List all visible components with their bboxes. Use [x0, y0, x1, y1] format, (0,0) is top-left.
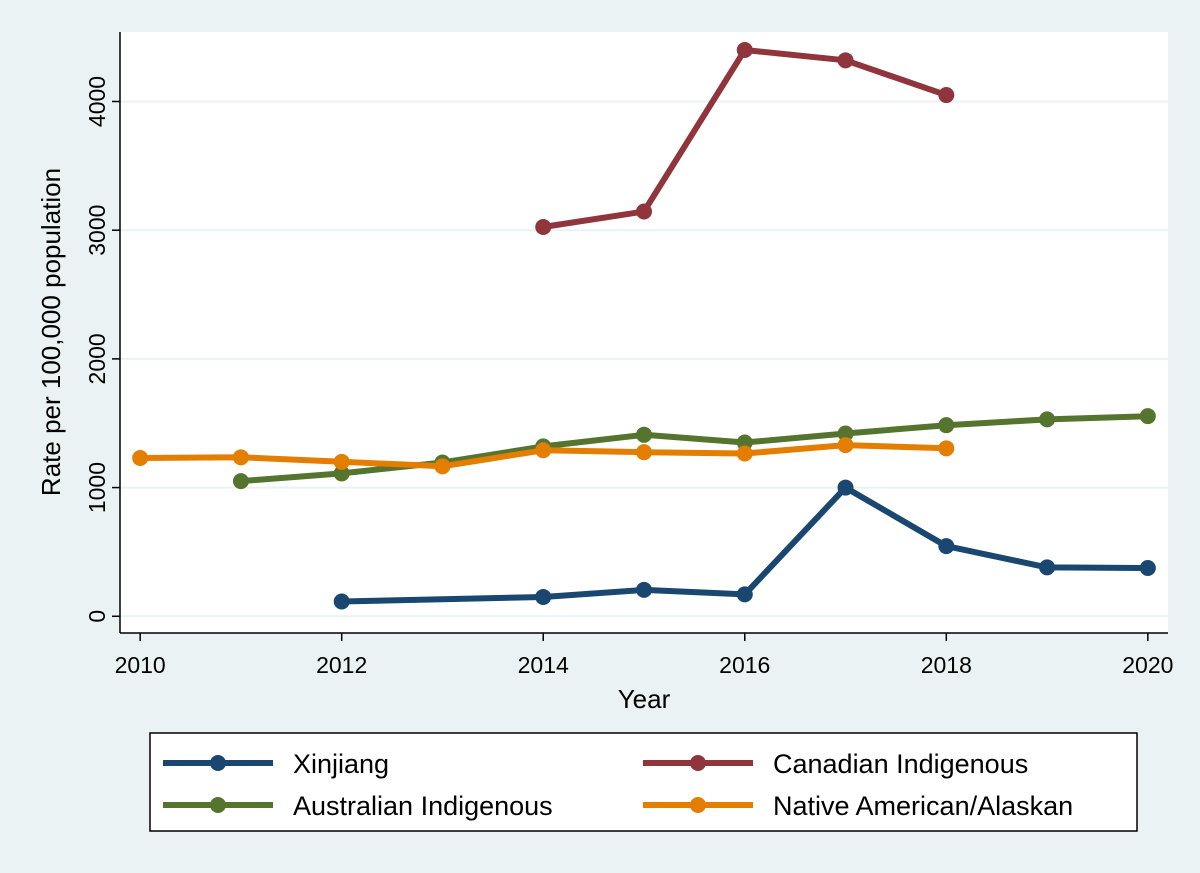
- series-line-australian-indigenous: [237, 413, 1151, 485]
- legend-marker-australian-indigenous: [210, 797, 226, 813]
- plot-area: [120, 32, 1168, 633]
- y-tick-label: 2000: [84, 333, 110, 384]
- data-point-canadian-indigenous: [938, 87, 955, 104]
- legend-marker-canadian-indigenous: [690, 755, 706, 771]
- data-point-australian-indigenous: [938, 417, 955, 434]
- data-point-australian-indigenous: [232, 473, 249, 490]
- legend: Xinjiang Canadian Indigenous Australian In…: [149, 732, 1138, 832]
- x-tick-label: 2010: [115, 652, 166, 678]
- legend-label-native-american-alaskan: Native American/Alaskan: [773, 791, 1073, 821]
- data-point-xinjiang: [535, 588, 552, 605]
- legend-label-australian-indigenous: Australian Indigenous: [293, 791, 553, 821]
- y-ticks: 0 1000 2000 3000 4000: [84, 76, 120, 623]
- data-point-native-american-alaskan: [132, 449, 149, 466]
- data-point-canadian-indigenous: [837, 52, 854, 69]
- axes: [119, 32, 1168, 634]
- data-point-australian-indigenous: [1139, 408, 1156, 425]
- data-point-xinjiang: [837, 479, 854, 496]
- data-point-australian-indigenous: [636, 426, 652, 443]
- data-point-native-american-alaskan: [535, 442, 552, 459]
- data-point-canadian-indigenous: [736, 42, 753, 59]
- data-point-native-american-alaskan: [333, 453, 350, 470]
- series-line-xinjiang: [338, 484, 1151, 605]
- data-point-xinjiang: [636, 581, 652, 598]
- series-xinjiang: [333, 479, 1156, 610]
- data-point-canadian-indigenous: [535, 218, 552, 235]
- series-native-american-alaskan: [132, 437, 955, 475]
- data-point-native-american-alaskan: [837, 437, 854, 454]
- x-tick-label: 2016: [719, 652, 770, 678]
- series-layer: [132, 42, 1156, 610]
- data-point-xinjiang: [938, 538, 955, 555]
- y-tick-label: 3000: [84, 205, 110, 256]
- series-canadian-indigenous: [535, 42, 955, 235]
- data-point-xinjiang: [1139, 560, 1156, 577]
- x-ticks: 2010 2012 2014 2016 2018 2020: [115, 633, 1173, 678]
- x-axis-title: Year: [618, 684, 671, 714]
- legend-marker-xinjiang: [210, 755, 226, 771]
- data-point-canadian-indigenous: [636, 203, 652, 220]
- y-tick-label: 0: [84, 610, 110, 623]
- legend-label-canadian-indigenous: Canadian Indigenous: [773, 749, 1028, 779]
- x-tick-label: 2018: [921, 652, 972, 678]
- data-point-native-american-alaskan: [636, 444, 652, 461]
- data-point-native-american-alaskan: [736, 445, 753, 462]
- x-tick-label: 2012: [316, 652, 367, 678]
- data-point-australian-indigenous: [837, 425, 854, 442]
- y-tick-label: 4000: [84, 76, 110, 127]
- y-axis-title: Rate per 100,000 population: [36, 168, 66, 496]
- y-tick-label: 1000: [84, 462, 110, 513]
- legend-box: [149, 732, 1138, 832]
- data-point-australian-indigenous: [736, 434, 753, 451]
- data-point-native-american-alaskan: [434, 458, 451, 475]
- legend-marker-native-american-alaskan: [690, 797, 706, 813]
- data-point-native-american-alaskan: [232, 449, 249, 466]
- data-point-xinjiang: [333, 593, 350, 610]
- x-tick-label: 2020: [1122, 652, 1173, 678]
- series-australian-indigenous: [232, 408, 1156, 490]
- data-point-australian-indigenous: [1039, 411, 1056, 428]
- data-point-australian-indigenous: [333, 465, 350, 482]
- data-point-xinjiang: [736, 586, 753, 603]
- data-point-xinjiang: [1039, 559, 1056, 576]
- x-tick-label: 2014: [518, 652, 569, 678]
- legend-label-xinjiang: Xinjiang: [293, 749, 389, 779]
- data-point-native-american-alaskan: [938, 440, 955, 457]
- gridlines: [120, 100, 1168, 618]
